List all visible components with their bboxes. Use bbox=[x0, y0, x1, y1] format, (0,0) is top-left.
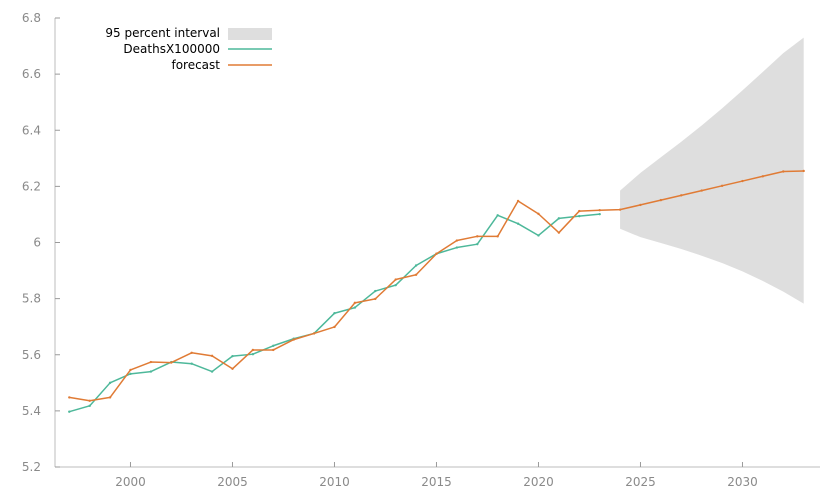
data-point-forecast bbox=[680, 194, 683, 197]
x-tick-label: 2030 bbox=[727, 475, 758, 489]
data-point-forecast bbox=[190, 351, 193, 354]
data-point-forecast bbox=[129, 368, 132, 372]
y-tick-label: 5.2 bbox=[22, 460, 41, 474]
data-point-deathsx100000 bbox=[414, 264, 418, 267]
data-point-forecast bbox=[639, 203, 642, 207]
y-tick-label: 6.4 bbox=[22, 123, 41, 137]
data-point-forecast bbox=[741, 179, 744, 183]
data-point-deathsx100000 bbox=[333, 312, 336, 315]
x-tick-label: 2010 bbox=[319, 475, 350, 489]
data-point-deathsx100000 bbox=[129, 372, 132, 376]
data-point-deathsx100000 bbox=[578, 214, 581, 218]
x-tick-label: 2015 bbox=[421, 475, 452, 489]
data-point-forecast bbox=[700, 189, 703, 192]
data-point-forecast bbox=[68, 396, 71, 399]
data-point-forecast bbox=[659, 198, 663, 202]
data-point-forecast bbox=[720, 184, 724, 188]
y-axis-ticks: 5.2 5.4 5.6 5.8 6 6.2 6.4 6.6 6.8 bbox=[22, 11, 60, 474]
x-tick-label: 2000 bbox=[115, 475, 146, 489]
data-point-forecast bbox=[537, 212, 540, 216]
data-point-forecast bbox=[578, 209, 581, 213]
data-point-forecast bbox=[782, 170, 785, 173]
data-point-forecast bbox=[312, 332, 316, 335]
data-point-forecast bbox=[231, 367, 234, 370]
x-tick-label: 2005 bbox=[217, 475, 248, 489]
data-point-forecast bbox=[414, 273, 418, 276]
y-tick-label: 6 bbox=[33, 236, 41, 250]
data-point-forecast bbox=[394, 278, 397, 281]
series-forecast bbox=[68, 169, 805, 402]
data-point-forecast bbox=[149, 360, 153, 364]
data-point-deathsx100000 bbox=[108, 381, 112, 385]
data-point-deathsx100000 bbox=[210, 370, 214, 373]
data-point-forecast bbox=[170, 361, 173, 364]
data-point-forecast bbox=[618, 208, 622, 211]
data-point-deathsx100000 bbox=[149, 370, 153, 373]
data-point-forecast bbox=[374, 297, 377, 301]
legend-label-forecast: forecast bbox=[171, 58, 220, 72]
data-point-deathsx100000 bbox=[88, 404, 91, 408]
data-point-forecast bbox=[272, 348, 275, 352]
data-point-deathsx100000 bbox=[272, 344, 275, 347]
legend: 95 percent interval DeathsX100000 foreca… bbox=[105, 26, 272, 72]
y-tick-label: 6.8 bbox=[22, 11, 41, 25]
data-point-deathsx100000 bbox=[516, 222, 520, 225]
legend-label-deaths: DeathsX100000 bbox=[123, 42, 220, 56]
data-point-forecast bbox=[88, 399, 91, 402]
y-tick-label: 6.2 bbox=[22, 179, 41, 193]
data-point-deathsx100000 bbox=[557, 217, 561, 220]
y-tick-label: 6.6 bbox=[22, 67, 41, 81]
y-tick-label: 5.4 bbox=[22, 404, 41, 418]
x-tick-label: 2020 bbox=[523, 475, 554, 489]
y-tick-label: 5.8 bbox=[22, 292, 41, 306]
data-point-deathsx100000 bbox=[251, 352, 255, 356]
legend-label-interval: 95 percent interval bbox=[105, 26, 220, 40]
data-point-deathsx100000 bbox=[231, 354, 234, 358]
data-point-forecast bbox=[557, 231, 561, 234]
x-axis-ticks: 2000 2005 2010 2015 2020 2025 2030 bbox=[115, 462, 758, 489]
data-point-deathsx100000 bbox=[496, 214, 499, 217]
interval-band-layer bbox=[620, 37, 804, 304]
data-point-deathsx100000 bbox=[353, 306, 357, 309]
data-point-forecast bbox=[496, 235, 499, 238]
series-layer bbox=[68, 169, 805, 413]
data-point-forecast bbox=[476, 235, 479, 238]
data-point-forecast bbox=[761, 175, 765, 178]
data-point-deathsx100000 bbox=[598, 212, 601, 216]
data-point-forecast bbox=[210, 354, 214, 358]
data-point-forecast bbox=[435, 252, 438, 255]
data-point-deathsx100000 bbox=[394, 283, 397, 287]
data-point-forecast bbox=[598, 209, 601, 212]
data-point-deathsx100000 bbox=[68, 410, 71, 413]
data-point-deathsx100000 bbox=[190, 362, 193, 365]
data-point-forecast bbox=[516, 199, 520, 203]
data-point-forecast bbox=[802, 169, 805, 173]
data-point-forecast bbox=[333, 325, 336, 329]
data-point-forecast bbox=[251, 348, 255, 352]
legend-swatch-interval bbox=[228, 28, 272, 40]
data-point-forecast bbox=[108, 396, 112, 399]
x-tick-label: 2025 bbox=[625, 475, 656, 489]
data-point-forecast bbox=[455, 239, 459, 242]
data-point-forecast bbox=[353, 301, 357, 305]
data-point-deathsx100000 bbox=[374, 289, 377, 293]
y-tick-label: 5.6 bbox=[22, 348, 41, 362]
data-point-forecast bbox=[292, 338, 295, 341]
interval-band bbox=[620, 37, 804, 304]
data-point-deathsx100000 bbox=[476, 242, 479, 246]
data-point-deathsx100000 bbox=[455, 246, 459, 249]
data-point-deathsx100000 bbox=[537, 234, 540, 237]
